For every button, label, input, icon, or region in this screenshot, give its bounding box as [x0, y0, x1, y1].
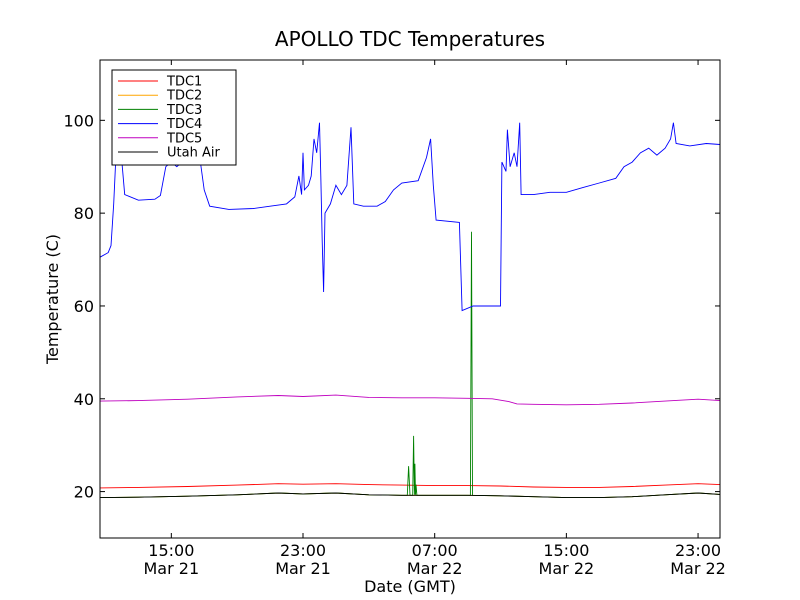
x-tick-label-date: Mar 22 — [407, 559, 463, 578]
y-tick-label: 100 — [63, 111, 94, 130]
x-tick-label-date: Mar 21 — [144, 559, 200, 578]
y-axis-label: Temperature (C) — [43, 234, 62, 365]
y-axis-ticks: 20 40 60 80 100 — [63, 111, 720, 502]
x-axis-label: Date (GMT) — [364, 577, 456, 596]
chart-title: APOLLO TDC Temperatures — [275, 27, 545, 51]
y-tick-label: 80 — [74, 204, 94, 223]
x-tick-label-date: Mar 22 — [539, 559, 595, 578]
legend-label: TDC1 — [166, 75, 202, 90]
legend-label: TDC5 — [166, 131, 202, 146]
legend-label: TDC2 — [166, 89, 202, 104]
series-line-tdc1 — [100, 483, 720, 489]
legend-label: TDC4 — [166, 117, 202, 132]
legend-box — [111, 69, 237, 166]
y-tick-label: 20 — [74, 483, 94, 502]
plot-frame — [99, 59, 721, 539]
series-line-tdc5 — [100, 394, 720, 406]
x-tick-label-time: 15:00 — [543, 541, 589, 560]
x-tick-label-time: 23:00 — [675, 541, 721, 560]
x-tick-label-date: Mar 22 — [670, 559, 726, 578]
legend-label: TDC3 — [166, 103, 202, 118]
series-line-utah-air — [100, 492, 720, 499]
x-tick-label-time: 23:00 — [280, 541, 326, 560]
legend-label: Utah Air — [167, 146, 220, 161]
x-tick-label-time: 15:00 — [148, 541, 194, 560]
x-tick-label-date: Mar 21 — [275, 559, 331, 578]
y-tick-label: 60 — [74, 297, 94, 316]
x-tick-label-time: 07:00 — [412, 541, 458, 560]
y-tick-label: 40 — [74, 390, 94, 409]
